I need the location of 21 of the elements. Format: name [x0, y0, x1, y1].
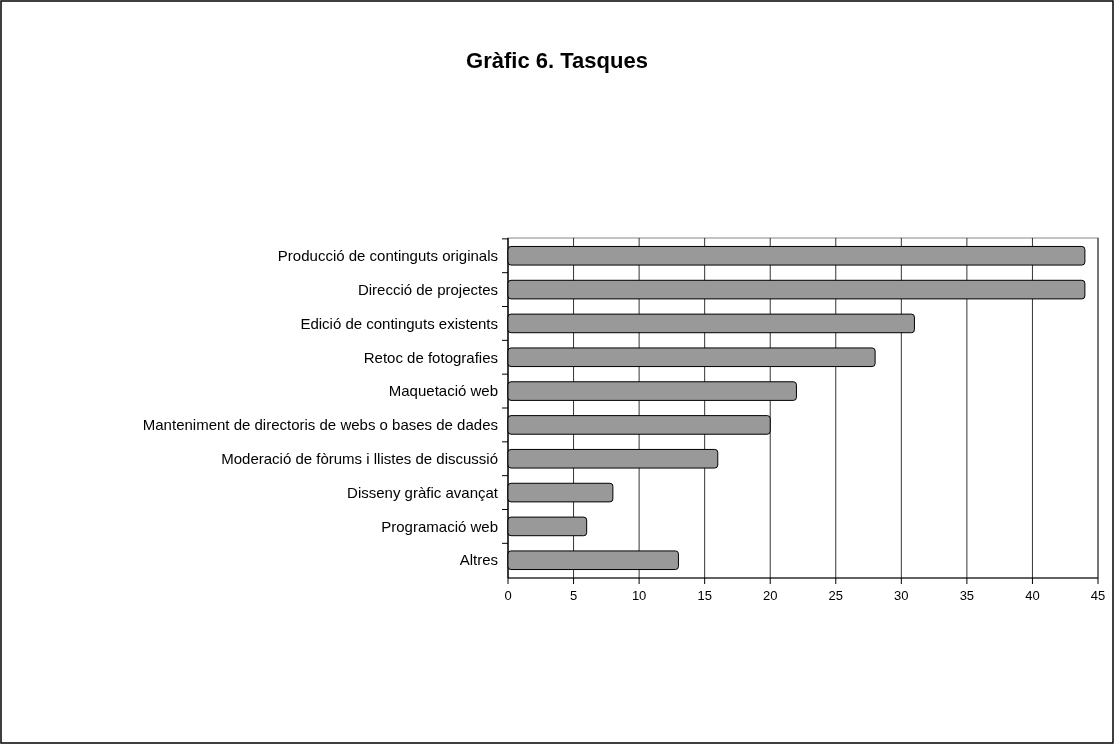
y-tick-label: Edició de continguts existents: [300, 314, 498, 332]
y-tick-label: Manteniment de directoris de webs o bases de dades: [142, 416, 498, 434]
y-tick-label: Producció de continguts originals: [277, 247, 498, 265]
x-tick-label: 30: [894, 588, 909, 603]
chart-title: Gràfic 6. Tasques: [466, 48, 648, 73]
x-tick-label: 20: [762, 588, 778, 603]
y-tick-label: Direcció de projectes: [357, 280, 498, 298]
y-tick-label: Programació web: [381, 517, 498, 535]
y-tick-label: Altres: [459, 551, 498, 569]
y-tick-label: Retoc de fotografies: [363, 348, 498, 366]
x-tick-label: 35: [959, 588, 975, 603]
x-tick-label: 25: [828, 588, 844, 603]
x-tick-label: 45: [1090, 588, 1106, 603]
y-tick-label: Maquetació web: [388, 382, 498, 400]
x-tick-label: 5: [569, 588, 578, 603]
y-tick-label: Disseny gràfic avançat: [347, 483, 499, 501]
x-tick-label: 15: [697, 588, 712, 603]
y-tick-label: Moderació de fòrums i llistes de discussió: [221, 450, 498, 467]
x-tick-label: 0: [504, 588, 512, 603]
x-tick-label: 40: [1025, 588, 1040, 603]
x-tick-label: 10: [631, 588, 647, 603]
